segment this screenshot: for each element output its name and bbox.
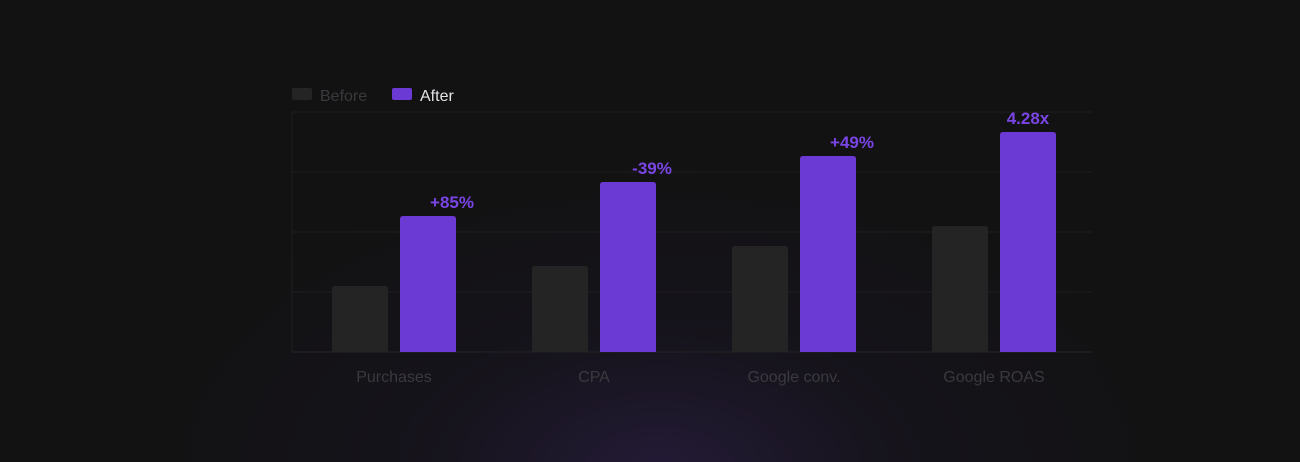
data-label: 4.28x <box>1007 109 1050 128</box>
data-label: -39% <box>632 159 672 178</box>
x-tick-label: Google conv. <box>747 369 840 386</box>
x-tick-label: Purchases <box>356 369 432 386</box>
bar-after[interactable] <box>1000 132 1056 352</box>
legend-label-before[interactable]: Before <box>320 88 367 105</box>
x-tick-label: CPA <box>578 369 610 386</box>
bar-before[interactable] <box>732 246 788 352</box>
bar-before[interactable] <box>932 226 988 352</box>
legend-swatch-before[interactable] <box>292 88 312 100</box>
x-tick-label: Google ROAS <box>943 369 1044 386</box>
bar-after[interactable] <box>400 216 456 352</box>
data-label: +85% <box>430 193 474 212</box>
bar-before[interactable] <box>532 266 588 352</box>
bar-after[interactable] <box>600 182 656 352</box>
legend-swatch-after[interactable] <box>392 88 412 100</box>
legend-label-after[interactable]: After <box>420 88 454 105</box>
bar-before[interactable] <box>332 286 388 352</box>
bar-after[interactable] <box>800 156 856 352</box>
data-label: +49% <box>830 133 874 152</box>
